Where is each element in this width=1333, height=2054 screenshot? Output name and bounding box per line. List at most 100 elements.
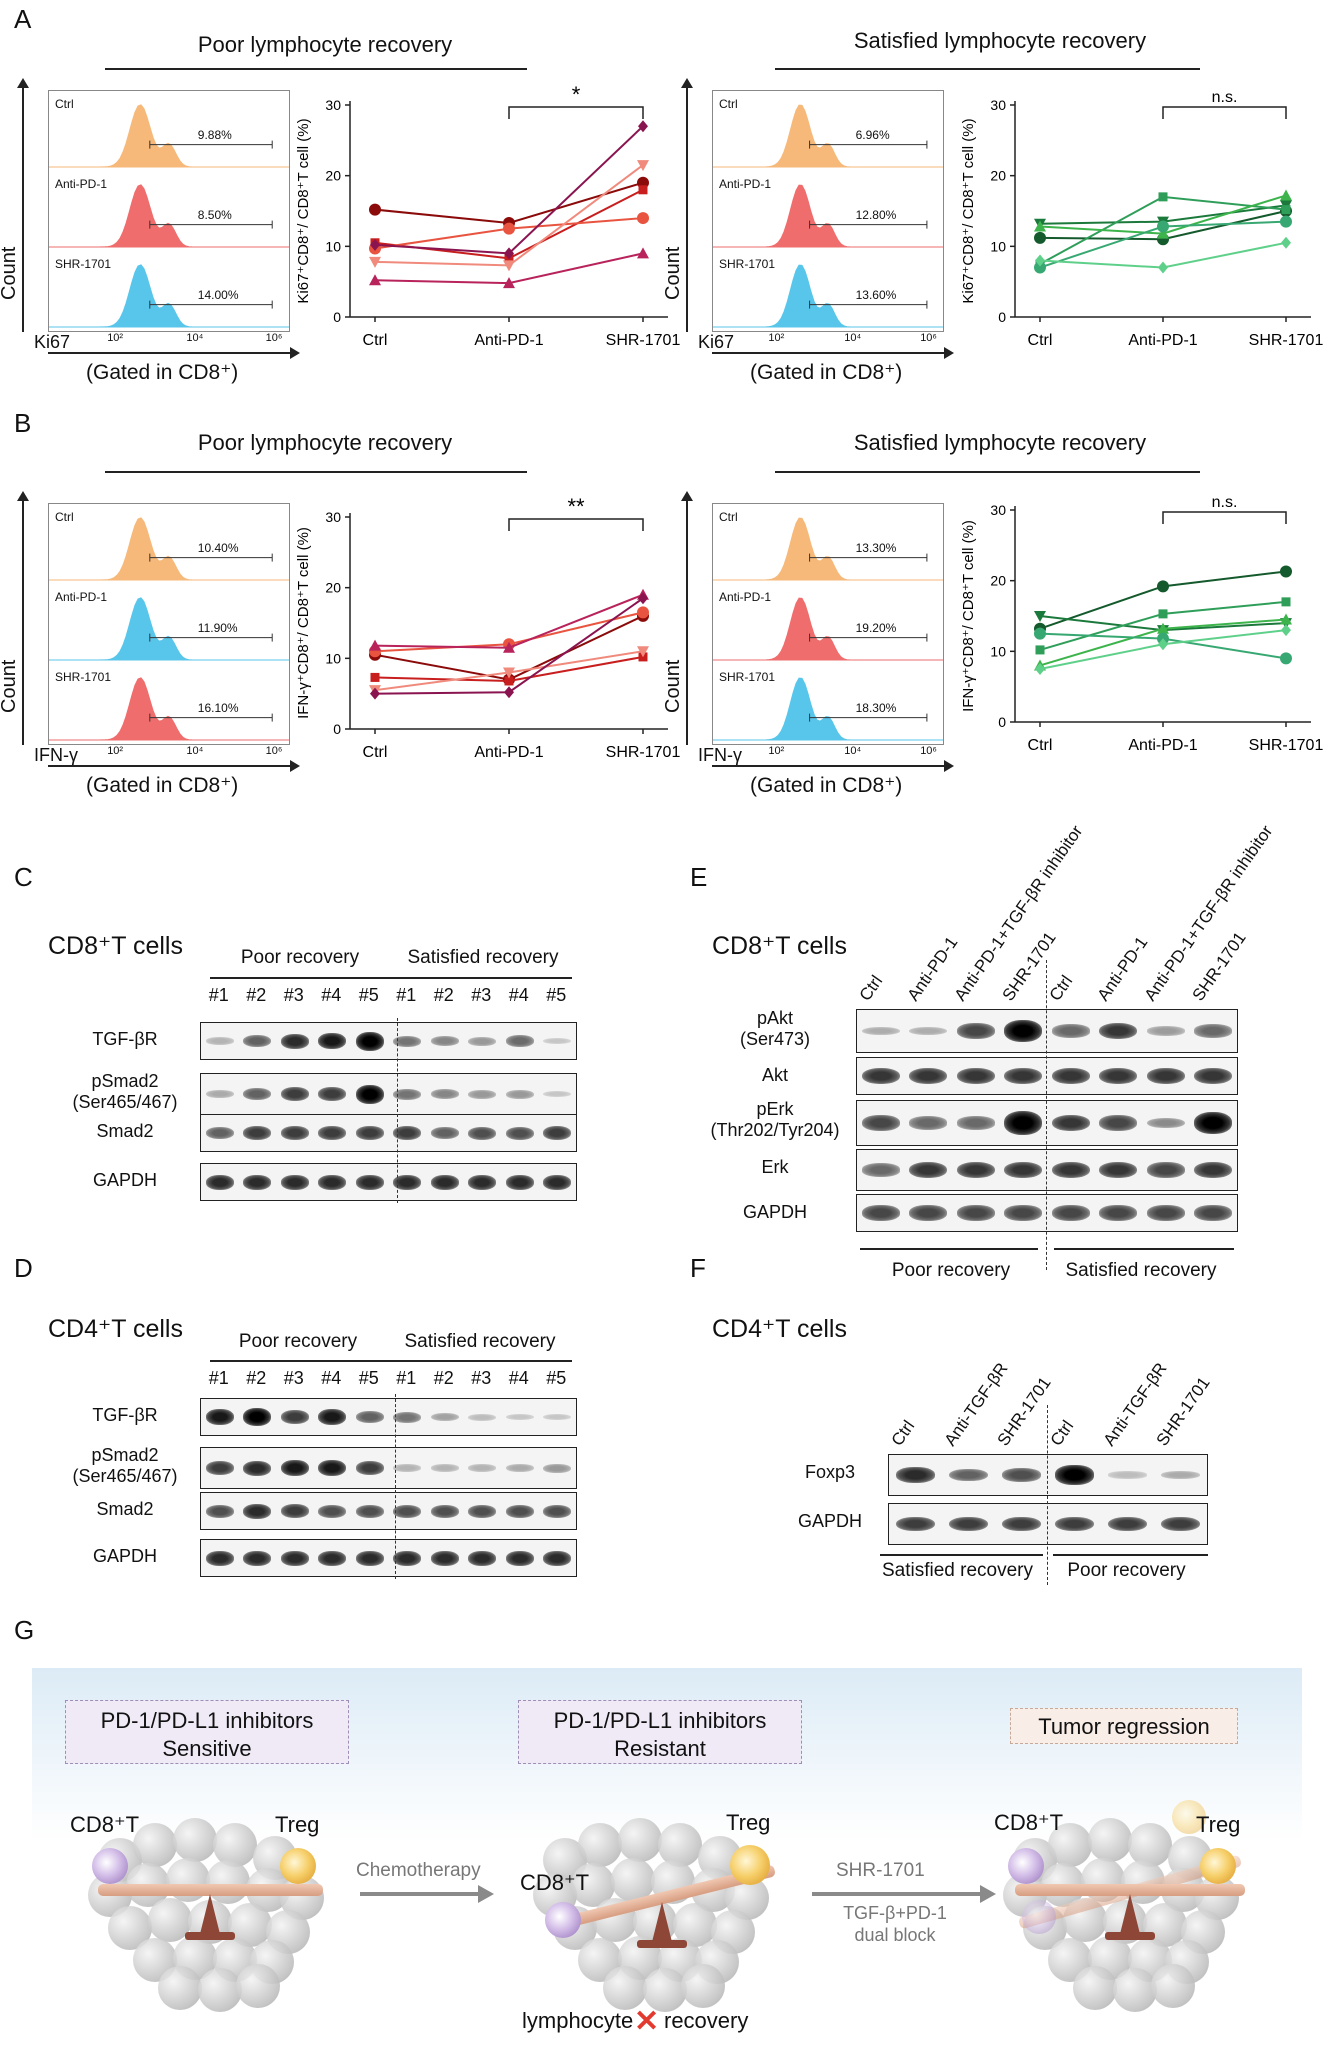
- blot-band: [909, 1205, 948, 1221]
- series-point: [1035, 663, 1045, 675]
- histogram-row-label: SHR-1701: [55, 670, 112, 684]
- blot-row: [200, 1539, 577, 1577]
- blot-band: [543, 1126, 572, 1140]
- series-point: [1157, 220, 1169, 233]
- blot-band: [280, 1410, 309, 1424]
- c-group-poor-line: [210, 977, 392, 979]
- histogram-pct-label: 18.30%: [855, 700, 897, 715]
- lane-label: #2: [246, 1368, 267, 1388]
- blot-band: [505, 1126, 534, 1140]
- blot-band: [280, 1174, 309, 1190]
- d-group-poor-line: [210, 1360, 392, 1362]
- gated-label: (Gated in CD8⁺): [86, 774, 239, 797]
- y-axis-arrow: [686, 495, 688, 745]
- blot-band: [1004, 1205, 1043, 1221]
- histogram-pct-label: 13.30%: [855, 540, 897, 555]
- g-cd8-label-2: CD8⁺T: [520, 1870, 590, 1895]
- y-tick-label: 10: [990, 238, 1006, 254]
- tumor-cell: [643, 1968, 687, 2012]
- g-cross-icon: ✕: [634, 2005, 660, 2038]
- count-label: Count: [0, 659, 20, 713]
- series-point: [369, 639, 381, 651]
- blot-band: [505, 1413, 534, 1421]
- blot-band: [1194, 1205, 1233, 1221]
- g-cd8-cell-1: [92, 1848, 128, 1884]
- histogram-tick: 10⁶: [920, 745, 937, 757]
- blot-band: [1055, 1516, 1094, 1532]
- blot-band: [1194, 1024, 1233, 1038]
- blot-band: [1051, 1161, 1090, 1179]
- blot-band: [205, 1037, 234, 1045]
- histogram-tick: 10⁶: [920, 332, 937, 344]
- b-sat-underline: [775, 471, 1200, 473]
- histogram-pct-label: 10.40%: [197, 540, 239, 555]
- series-point: [1157, 227, 1169, 239]
- blot-row: [200, 1022, 577, 1060]
- line-chart-a-poor: Ki67⁺CD8⁺/ CD8⁺T cell (%) 0 10 20 30 Ctrl Anti…: [295, 85, 681, 349]
- blot-band: [1099, 1205, 1138, 1221]
- series-point: [1034, 261, 1046, 274]
- blot-band: [1099, 1067, 1138, 1085]
- lane-label: #2: [433, 1368, 454, 1388]
- blot-band: [468, 1089, 497, 1099]
- blot-band: [205, 1090, 234, 1098]
- series-point: [1280, 189, 1292, 201]
- histogram-curve: [51, 597, 287, 661]
- e-group-line-poor: [860, 1248, 1038, 1250]
- y-tick-label: 0: [998, 309, 1006, 325]
- blot-band: [355, 1411, 384, 1423]
- g-drug-label: SHR-1701: [836, 1860, 925, 1881]
- blot-row-label: pAkt (Ser473): [739, 1008, 811, 1049]
- blot-row-label: Smad2: [96, 1121, 154, 1141]
- blot-band: [318, 1504, 347, 1518]
- tumor-cell: [236, 1964, 280, 2008]
- g-treg-cell-2: [730, 1845, 770, 1885]
- series-point: [638, 592, 648, 605]
- blot-row-label: Akt: [761, 1065, 788, 1085]
- histogram-svg: [713, 517, 943, 741]
- gated-label: (Gated in CD8⁺): [86, 361, 239, 384]
- x-tick-label: Anti-PD-1: [474, 744, 543, 761]
- blot-band: [468, 1464, 497, 1472]
- significance-label: **: [567, 497, 585, 519]
- x-tick-label: Ctrl: [363, 332, 388, 349]
- histogram-tick: 10²: [107, 332, 124, 344]
- blot-row: [856, 1194, 1238, 1232]
- b-poor-title: Poor lymphocyte recovery: [197, 430, 453, 455]
- blot-row: [200, 1114, 577, 1152]
- c-title: CD8⁺T cells: [48, 932, 183, 960]
- e-group-satisfied: Satisfied recovery: [1065, 1260, 1217, 1281]
- lane-label: #4: [321, 1368, 342, 1388]
- lane-label: #3: [283, 1368, 304, 1388]
- series-point: [503, 641, 515, 653]
- x-tick-label: Anti-PD-1: [1128, 332, 1197, 349]
- blot-band: [1146, 1067, 1185, 1085]
- y-tick-label: 10: [325, 650, 341, 666]
- series-point: [370, 238, 380, 251]
- panel-label-g: G: [14, 1615, 35, 1645]
- blot-band: [205, 1174, 234, 1190]
- series-point: [638, 120, 648, 133]
- blot-row-label: TGF-βR: [92, 1405, 158, 1425]
- gated-label: (Gated in CD8⁺): [750, 774, 903, 797]
- y-tick-label: 10: [325, 238, 341, 254]
- blot-band: [909, 1161, 948, 1179]
- series-point: [637, 212, 649, 225]
- series-point: [1034, 231, 1046, 244]
- y-axis-arrow: [22, 82, 24, 332]
- g-recovery-label: recovery: [664, 2008, 749, 2033]
- series-point: [1281, 597, 1291, 607]
- series-point: [1280, 565, 1292, 578]
- blot-band: [543, 1550, 572, 1566]
- significance-label: n.s.: [1212, 89, 1238, 106]
- y-axis-label: IFN-γ⁺CD8⁺/ CD8⁺T cell (%): [960, 520, 977, 712]
- x-tick-label: SHR-1701: [606, 332, 681, 349]
- histogram-pct-label: 9.88%: [197, 127, 232, 142]
- g-treg-label-3: Treg: [1196, 1812, 1241, 1837]
- series-point: [1035, 254, 1045, 267]
- blot-band: [1194, 1161, 1233, 1179]
- blot-band: [430, 1174, 459, 1190]
- blot-band: [543, 1413, 572, 1421]
- histogram-tick: 10⁴: [844, 332, 862, 344]
- count-label: Count: [0, 246, 20, 300]
